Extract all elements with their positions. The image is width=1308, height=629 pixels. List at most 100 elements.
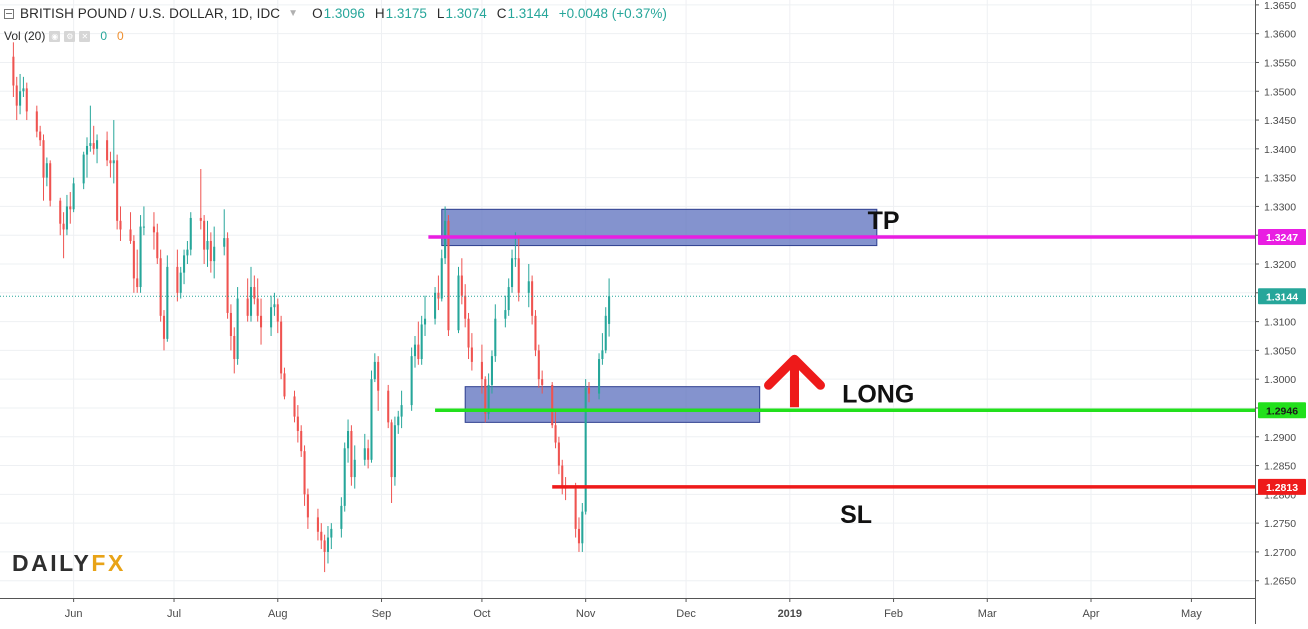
candle-body	[581, 511, 584, 544]
candle-body	[440, 258, 443, 299]
candle-body	[72, 183, 75, 210]
candle-body	[156, 232, 159, 259]
candle-body	[306, 494, 309, 518]
candle-body	[420, 324, 423, 360]
entry-price-label: 1.2946	[1266, 405, 1298, 417]
current-price-label: 1.3144	[1266, 291, 1298, 303]
candle-body	[557, 442, 560, 466]
candle-body	[484, 379, 487, 414]
candle-body	[347, 431, 350, 449]
candle-body	[434, 292, 437, 319]
candle-body	[514, 258, 517, 260]
candle-body	[377, 361, 380, 391]
candle-body	[316, 517, 319, 532]
candle-body	[129, 229, 132, 241]
candlesticks	[12, 42, 611, 573]
candle-body	[534, 315, 537, 351]
candle-body	[246, 298, 249, 316]
candle-body	[527, 281, 530, 293]
candle-body	[537, 350, 540, 380]
close-icon[interactable]: ✕	[79, 30, 91, 42]
candle-body	[65, 206, 68, 230]
candle-body	[604, 315, 607, 351]
trade-levels	[0, 235, 1255, 489]
candle-body	[186, 249, 189, 256]
visibility-icon[interactable]: ◉	[49, 30, 61, 42]
candle-body	[209, 240, 212, 262]
candle-body	[323, 540, 326, 552]
candle-body	[363, 448, 366, 460]
candle-body	[273, 304, 276, 308]
symbol-title[interactable]: BRITISH POUND / U.S. DOLLAR, 1D, IDC	[20, 6, 281, 21]
candle-body	[92, 143, 95, 149]
sl-text: SL	[840, 501, 872, 529]
price-labels: 1.3247 1.3144 1.2946 1.2813	[1258, 228, 1306, 495]
gridlines	[0, 0, 1255, 598]
candle-body	[82, 154, 85, 184]
candle-body	[541, 379, 544, 385]
candle-body	[413, 344, 417, 357]
candle-body	[467, 318, 470, 348]
candle-body	[166, 266, 169, 339]
candle-body	[203, 220, 206, 250]
candle-body	[213, 246, 216, 262]
candle-body	[96, 140, 99, 149]
settings-icon[interactable]: ⚙	[64, 30, 76, 42]
candle-body	[283, 373, 286, 397]
candle-body	[370, 379, 373, 460]
candle-body	[42, 140, 45, 178]
y-tick-label: 1.3500	[1264, 86, 1296, 98]
candle-body	[417, 344, 420, 360]
candle-body	[400, 405, 403, 417]
candle-body	[464, 295, 467, 319]
candle-body	[159, 258, 162, 316]
x-tick-label: May	[1181, 608, 1202, 620]
y-tick-label: 1.3300	[1264, 201, 1296, 213]
candle-body	[494, 318, 497, 357]
candle-body	[373, 361, 376, 380]
candle-body	[480, 361, 483, 380]
candle-body	[390, 422, 393, 478]
open-label: O	[312, 6, 323, 21]
candle-body	[447, 220, 450, 331]
candle-body	[152, 226, 155, 233]
volume-label[interactable]: Vol (20)	[4, 29, 46, 43]
candle-body	[89, 143, 92, 146]
y-tick-label: 1.3200	[1264, 259, 1296, 271]
candle-body	[183, 255, 186, 273]
y-tick-label: 1.3600	[1264, 29, 1296, 41]
candle-body	[561, 465, 564, 486]
candle-body	[260, 315, 263, 328]
candle-body	[112, 160, 115, 164]
candle-body	[45, 163, 48, 178]
candle-body	[25, 88, 28, 112]
x-tick-label: Sep	[372, 608, 392, 620]
x-tick-label: Jun	[65, 608, 83, 620]
candle-body	[296, 416, 299, 432]
candle-body	[353, 459, 356, 478]
candle-body	[142, 226, 145, 228]
x-tick-label: Aug	[268, 608, 288, 620]
collapse-legend-icon[interactable]	[4, 8, 14, 19]
candle-body	[517, 258, 520, 293]
tp-price-label-bg	[1258, 228, 1306, 245]
candle-body	[229, 312, 232, 336]
high-value: 1.3175	[385, 6, 427, 21]
candle-body	[293, 396, 296, 417]
annotations: TP LONG SL	[764, 207, 914, 529]
candle-body	[206, 240, 209, 250]
entry-zone	[464, 386, 761, 423]
x-tick-label: Feb	[884, 608, 903, 620]
chevron-down-icon[interactable]: ▼	[288, 8, 299, 19]
candle-body	[320, 531, 323, 541]
y-tick-label: 1.3350	[1264, 173, 1296, 185]
candle-body	[393, 425, 396, 478]
x-tick-label: Mar	[978, 608, 997, 620]
long-text: LONG	[842, 380, 914, 408]
candle-body	[574, 488, 577, 529]
y-tick-label: 1.3450	[1264, 115, 1296, 127]
candle-body	[59, 200, 62, 224]
